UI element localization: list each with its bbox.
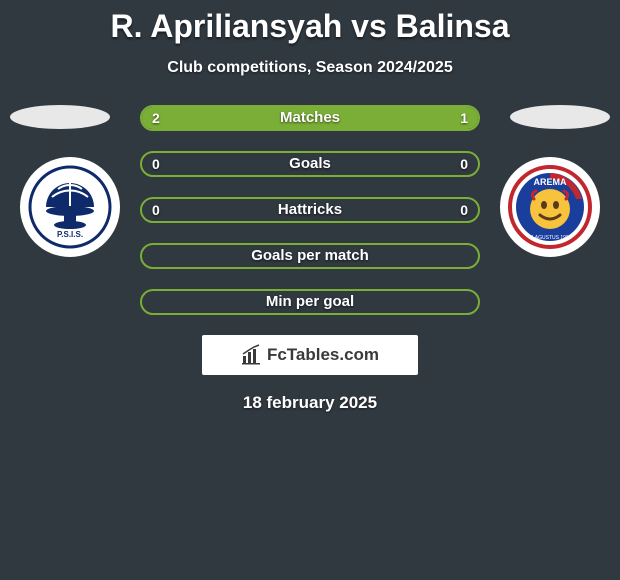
stat-row: 00Hattricks: [140, 197, 480, 223]
comparison-subtitle: Club competitions, Season 2024/2025: [0, 59, 620, 77]
stats-bars: 21Matches 00Goals 00Hattricks Goals per mat…: [140, 105, 480, 315]
stat-label: Goals: [142, 153, 478, 175]
stat-label: Hattricks: [142, 199, 478, 221]
watermark-text: FcTables.com: [267, 345, 379, 365]
stat-label: Min per goal: [142, 291, 478, 313]
stat-label: Matches: [142, 107, 478, 129]
club-badge-right: AREMA 11 AGUSTUS 1987: [500, 157, 600, 257]
watermark-box: FcTables.com: [202, 335, 418, 375]
player-right-oval: [510, 105, 610, 129]
comparison-date: 18 february 2025: [0, 393, 620, 413]
stat-row: Min per goal: [140, 289, 480, 315]
comparison-main: P.S.I.S. AREMA 11 AGUSTUS 1987 21Matches…: [0, 105, 620, 315]
stat-row: 00Goals: [140, 151, 480, 177]
arema-crest-icon: AREMA 11 AGUSTUS 1987: [508, 165, 592, 249]
svg-text:11 AGUSTUS 1987: 11 AGUSTUS 1987: [529, 235, 572, 241]
club-badge-left: P.S.I.S.: [20, 157, 120, 257]
player-left-oval: [10, 105, 110, 129]
stat-row: Goals per match: [140, 243, 480, 269]
psis-crest-icon: P.S.I.S.: [28, 165, 112, 249]
bar-chart-icon: [241, 344, 263, 366]
svg-text:AREMA: AREMA: [534, 177, 567, 187]
svg-text:P.S.I.S.: P.S.I.S.: [57, 230, 83, 239]
stat-label: Goals per match: [142, 245, 478, 267]
comparison-title: R. Apriliansyah vs Balinsa: [0, 0, 620, 45]
stat-row: 21Matches: [140, 105, 480, 131]
